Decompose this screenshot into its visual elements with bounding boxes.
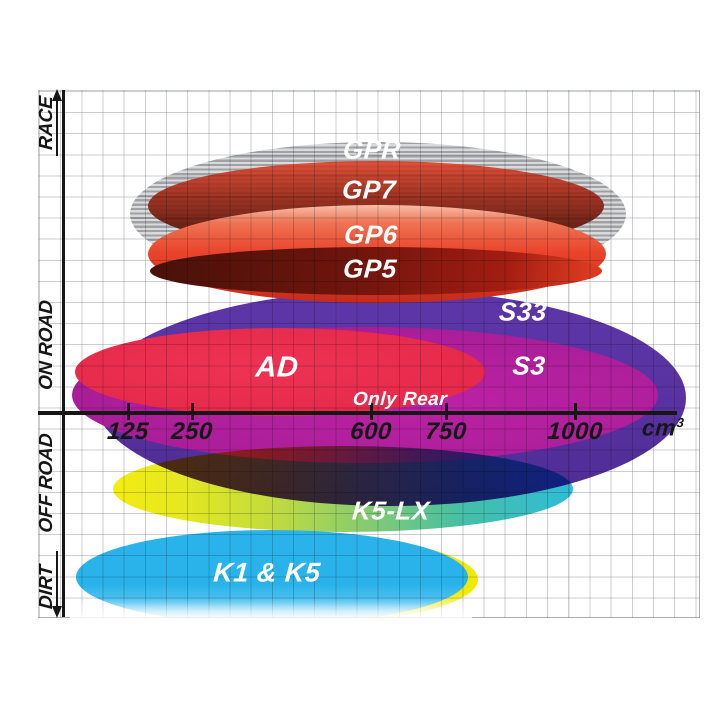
race-arrow-line	[55, 100, 58, 156]
x-axis-line	[38, 411, 677, 415]
x-axis-unit-sup: 3	[676, 414, 685, 430]
ad-ellipse	[75, 328, 485, 416]
x-axis-tick	[369, 403, 373, 420]
y-axis-line	[62, 90, 65, 617]
x-tick-label-125: 125	[106, 418, 150, 445]
gp6-label: GP6	[343, 219, 399, 250]
x-axis-unit-main: cm	[641, 414, 678, 441]
gp5-label: GP5	[342, 253, 398, 284]
dirt-arrow-line	[55, 551, 58, 607]
gp5-ellipse	[150, 247, 602, 295]
s3-label: S3	[511, 350, 547, 381]
x-axis-tick	[573, 403, 577, 420]
dirt-direction-arrow-icon	[51, 606, 62, 618]
k1k5-bottom-fade	[70, 598, 472, 628]
gp7-label: GP7	[341, 174, 397, 205]
k1k5-label: K1 & K5	[212, 557, 322, 588]
gpr-label: GPR	[342, 134, 403, 165]
only-rear-annotation: Only Rear	[352, 389, 448, 410]
zone-label-on-road: ON ROAD	[36, 299, 57, 391]
race-direction-arrow-icon	[51, 89, 62, 101]
x-tick-label-600: 600	[349, 418, 393, 445]
zone-label-off-road: OFF ROAD	[36, 432, 57, 534]
k5lx-label: K5-LX	[351, 495, 431, 526]
ad-label: AD	[254, 351, 300, 384]
x-axis-tick	[444, 403, 448, 420]
zone-label-race: RACE	[36, 95, 57, 151]
x-axis-unit: cm3	[641, 415, 685, 442]
s33-label: S33	[498, 296, 548, 327]
x-axis-tick	[126, 403, 130, 420]
zone-label-dirt: DIRT	[36, 564, 57, 610]
x-tick-label-750: 750	[424, 418, 468, 445]
x-axis-tick	[190, 403, 194, 420]
x-tick-label-250: 250	[170, 418, 214, 445]
grid	[38, 90, 700, 618]
k5lx-ellipse	[113, 446, 573, 532]
x-tick-label-1000: 1000	[546, 418, 604, 445]
